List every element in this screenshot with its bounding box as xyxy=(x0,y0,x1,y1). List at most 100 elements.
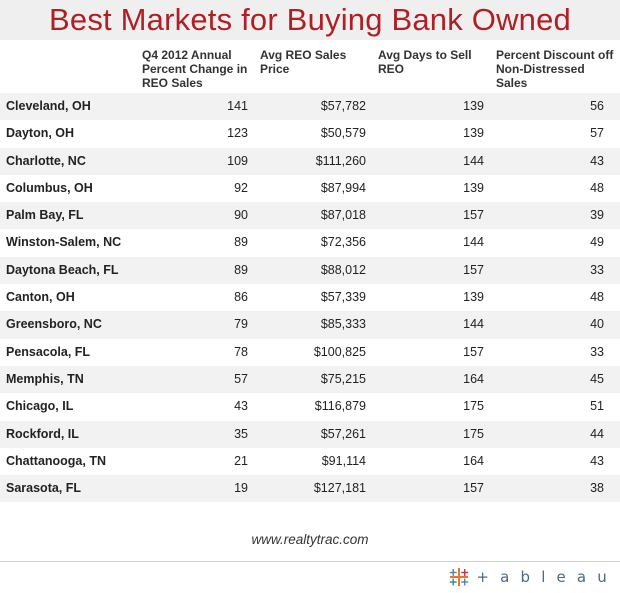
percent-discount-cell: 45 xyxy=(590,371,604,386)
city-cell: Palm Bay, FL xyxy=(6,208,84,223)
city-cell: Charlotte, NC xyxy=(6,153,86,168)
percent-discount-cell: 39 xyxy=(590,208,604,223)
percent-change-cell: 19 xyxy=(234,481,248,496)
percent-discount-cell: 57 xyxy=(590,126,604,141)
avg-price-cell: $88,012 xyxy=(320,262,366,277)
percent-discount-cell: 48 xyxy=(590,290,604,305)
avg-days-cell: 144 xyxy=(463,235,484,250)
percent-discount-cell: 43 xyxy=(590,153,604,168)
table-row: Chattanooga, TN 21 $91,114 164 43 xyxy=(0,447,620,476)
avg-days-cell: 164 xyxy=(463,453,484,468)
percent-change-cell: 79 xyxy=(234,317,248,332)
header-avg-days: Avg Days to Sell REO xyxy=(378,48,472,76)
avg-price-cell: $57,261 xyxy=(320,426,366,441)
city-cell: Chattanooga, TN xyxy=(6,453,106,468)
title-bar: Best Markets for Buying Bank Owned xyxy=(0,0,620,40)
avg-price-cell: $87,018 xyxy=(320,208,366,223)
table-row: Canton, OH 86 $57,339 139 48 xyxy=(0,284,620,312)
percent-change-cell: 43 xyxy=(234,399,248,414)
avg-price-cell: $116,879 xyxy=(314,399,366,414)
table-row: Cleveland, OH 141 $57,782 139 56 xyxy=(0,93,620,121)
table-row: Rockford, IL 35 $57,261 175 44 xyxy=(0,420,620,448)
chart-title: Best Markets for Buying Bank Owned xyxy=(49,2,571,37)
city-cell: Cleveland, OH xyxy=(6,99,91,113)
percent-change-cell: 90 xyxy=(234,208,248,223)
city-cell: Columbus, OH xyxy=(6,180,93,195)
percent-change-cell: 89 xyxy=(234,235,248,250)
avg-price-cell: $75,215 xyxy=(320,371,366,386)
city-cell: Daytona Beach, FL xyxy=(6,262,119,277)
city-cell: Rockford, IL xyxy=(6,426,79,441)
avg-price-cell: $87,994 xyxy=(320,180,366,195)
city-cell: Winston-Salem, NC xyxy=(6,235,122,250)
percent-discount-cell: 48 xyxy=(590,180,604,195)
percent-change-cell: 86 xyxy=(234,290,248,305)
city-cell: Canton, OH xyxy=(6,290,75,305)
avg-days-cell: 175 xyxy=(463,399,484,414)
table-row: Pensacola, FL 78 $100,825 157 33 xyxy=(0,338,620,366)
percent-discount-cell: 43 xyxy=(590,453,604,468)
avg-price-cell: $57,782 xyxy=(320,99,366,113)
table-row: Charlotte, NC 109 $111,260 144 43 xyxy=(0,147,620,175)
table-row: Palm Bay, FL 90 $87,018 157 39 xyxy=(0,202,620,230)
table-row: Chicago, IL 43 $116,879 175 51 xyxy=(0,393,620,421)
header-percent-change: Q4 2012 Annual Percent Change in REO Sal… xyxy=(142,48,248,90)
avg-days-cell: 139 xyxy=(463,126,484,141)
percent-discount-cell: 56 xyxy=(590,99,604,113)
table-row: Greensboro, NC 79 $85,333 144 40 xyxy=(0,311,620,339)
percent-discount-cell: 40 xyxy=(590,317,604,332)
city-cell: Greensboro, NC xyxy=(6,317,102,332)
avg-price-cell: $100,825 xyxy=(313,344,366,359)
avg-days-cell: 139 xyxy=(463,180,484,195)
avg-days-cell: 157 xyxy=(463,262,484,277)
percent-change-cell: 89 xyxy=(234,262,248,277)
city-cell: Pensacola, FL xyxy=(6,344,91,359)
percent-change-cell: 21 xyxy=(234,453,248,468)
avg-price-cell: $85,333 xyxy=(320,317,366,332)
table-row: Memphis, TN 57 $75,215 164 45 xyxy=(0,365,620,394)
avg-days-cell: 157 xyxy=(463,344,484,359)
avg-price-cell: $72,356 xyxy=(320,235,366,250)
city-cell: Sarasota, FL xyxy=(6,481,82,496)
table-row: Columbus, OH 92 $87,994 139 48 xyxy=(0,174,620,203)
city-cell: Memphis, TN xyxy=(6,371,84,386)
avg-price-cell: $127,181 xyxy=(313,481,366,496)
avg-price-cell: $50,579 xyxy=(320,126,366,141)
percent-change-cell: 78 xyxy=(234,344,248,359)
table-header: Q4 2012 Annual Percent Change in REO Sal… xyxy=(0,44,620,96)
percent-change-cell: 57 xyxy=(234,371,248,386)
percent-discount-cell: 51 xyxy=(590,399,604,414)
avg-days-cell: 144 xyxy=(463,153,484,168)
avg-price-cell: $57,339 xyxy=(320,290,366,305)
avg-days-cell: 157 xyxy=(463,481,484,496)
header-percent-discount: Percent Discount off Non-Distressed Sale… xyxy=(496,48,614,90)
percent-change-cell: 35 xyxy=(234,426,248,441)
avg-days-cell: 175 xyxy=(463,426,484,441)
percent-change-cell: 123 xyxy=(227,126,248,141)
percent-discount-cell: 44 xyxy=(590,426,604,441)
avg-days-cell: 139 xyxy=(463,290,484,305)
percent-change-cell: 141 xyxy=(227,99,248,113)
header-avg-price: Avg REO Sales Price xyxy=(260,48,347,76)
avg-days-cell: 164 xyxy=(463,371,484,386)
avg-days-cell: 144 xyxy=(463,317,484,332)
table-body: Cleveland, OH 141 $57,782 139 56 Dayton, OH 12… xyxy=(0,93,620,503)
avg-days-cell: 157 xyxy=(463,208,484,223)
table-row: Dayton, OH 123 $50,579 139 57 xyxy=(0,120,620,148)
table-row: Sarasota, FL 19 $127,181 157 38 xyxy=(0,475,620,503)
city-cell: Dayton, OH xyxy=(6,126,75,141)
tableau-cross-icon xyxy=(450,568,469,586)
avg-price-cell: $91,114 xyxy=(321,453,366,468)
avg-days-cell: 139 xyxy=(463,99,484,113)
percent-discount-cell: 33 xyxy=(590,262,604,277)
table-row: Winston-Salem, NC 89 $72,356 144 49 xyxy=(0,229,620,257)
avg-price-cell: $111,260 xyxy=(315,153,366,168)
percent-discount-cell: 49 xyxy=(590,235,604,250)
source-text: www.realtytrac.com xyxy=(251,532,369,547)
table-row: Daytona Beach, FL 89 $88,012 157 33 xyxy=(0,256,620,285)
percent-change-cell: 109 xyxy=(227,153,248,168)
percent-discount-cell: 33 xyxy=(590,344,604,359)
footer-divider xyxy=(0,561,620,562)
percent-discount-cell: 38 xyxy=(590,481,604,496)
city-cell: Chicago, IL xyxy=(6,399,74,414)
